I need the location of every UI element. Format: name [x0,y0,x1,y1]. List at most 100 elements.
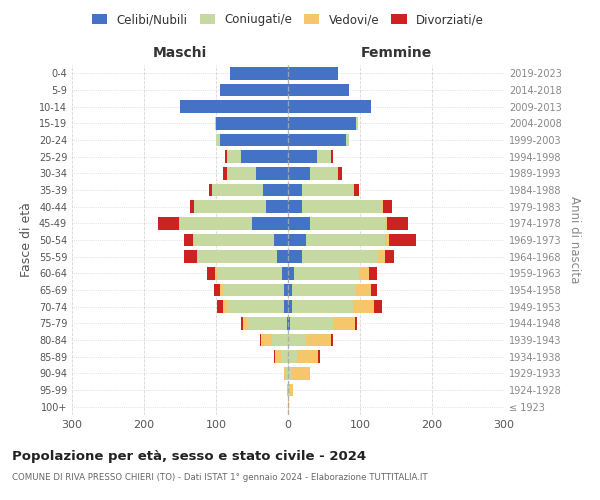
Bar [288,150,317,163]
Bar [284,284,288,296]
Bar [374,300,382,313]
Bar [256,167,288,179]
Bar [302,200,382,213]
Bar [198,250,277,263]
Bar [346,134,349,146]
Bar [385,234,389,246]
Bar [317,150,331,163]
Bar [306,234,385,246]
Bar [282,267,288,280]
Bar [288,134,346,146]
Bar [194,234,274,246]
Bar [272,334,288,346]
Bar [292,284,356,296]
Bar [266,200,288,213]
Bar [288,384,289,396]
Bar [318,350,320,363]
Bar [288,84,349,96]
Bar [217,267,282,280]
Text: Femmine: Femmine [361,46,431,60]
Bar [262,334,272,346]
Bar [216,117,288,130]
Bar [355,317,357,330]
Bar [220,284,223,296]
Bar [215,267,217,280]
Bar [284,367,286,380]
Bar [370,267,377,280]
Bar [260,334,262,346]
Bar [306,334,331,346]
Bar [180,100,288,113]
Bar [385,250,394,263]
Bar [388,217,407,230]
Bar [220,84,288,96]
Bar [179,217,180,230]
Bar [252,217,288,230]
Bar [288,317,290,330]
Bar [230,67,288,80]
Text: Popolazione per età, sesso e stato civile - 2024: Popolazione per età, sesso e stato civil… [12,450,366,463]
Bar [290,317,334,330]
Bar [383,200,392,213]
Bar [241,317,244,330]
Bar [331,150,334,163]
Bar [288,67,338,80]
Bar [288,367,292,380]
Bar [209,184,212,196]
Bar [292,367,310,380]
Bar [288,200,302,213]
Bar [289,384,293,396]
Bar [310,217,385,230]
Bar [310,167,338,179]
Bar [241,150,288,163]
Bar [194,200,266,213]
Bar [288,334,306,346]
Legend: Celibi/Nubili, Coniugati/e, Vedovi/e, Divorziati/e: Celibi/Nubili, Coniugati/e, Vedovi/e, Di… [87,8,489,31]
Bar [288,217,310,230]
Bar [220,134,288,146]
Bar [338,167,342,179]
Bar [223,284,284,296]
Bar [356,117,358,130]
Bar [277,250,288,263]
Bar [288,400,289,413]
Bar [227,300,284,313]
Bar [288,267,294,280]
Bar [378,250,385,263]
Bar [227,150,241,163]
Bar [223,300,227,313]
Bar [197,250,198,263]
Bar [180,217,252,230]
Bar [287,317,288,330]
Bar [281,350,288,363]
Bar [353,184,359,196]
Bar [359,267,370,280]
Bar [193,234,194,246]
Bar [288,117,356,130]
Bar [224,150,227,163]
Bar [288,100,371,113]
Bar [214,284,220,296]
Bar [206,267,215,280]
Y-axis label: Anni di nascita: Anni di nascita [568,196,581,284]
Y-axis label: Fasce di età: Fasce di età [20,202,33,278]
Bar [296,350,318,363]
Bar [274,234,288,246]
Bar [212,184,263,196]
Bar [288,300,292,313]
Bar [244,317,247,330]
Bar [247,317,287,330]
Bar [302,250,378,263]
Bar [353,300,374,313]
Bar [302,184,353,196]
Bar [184,234,193,246]
Bar [284,300,288,313]
Bar [331,334,332,346]
Bar [288,167,310,179]
Bar [288,234,306,246]
Bar [217,300,223,313]
Bar [288,350,296,363]
Bar [389,234,416,246]
Bar [385,217,388,230]
Bar [292,300,353,313]
